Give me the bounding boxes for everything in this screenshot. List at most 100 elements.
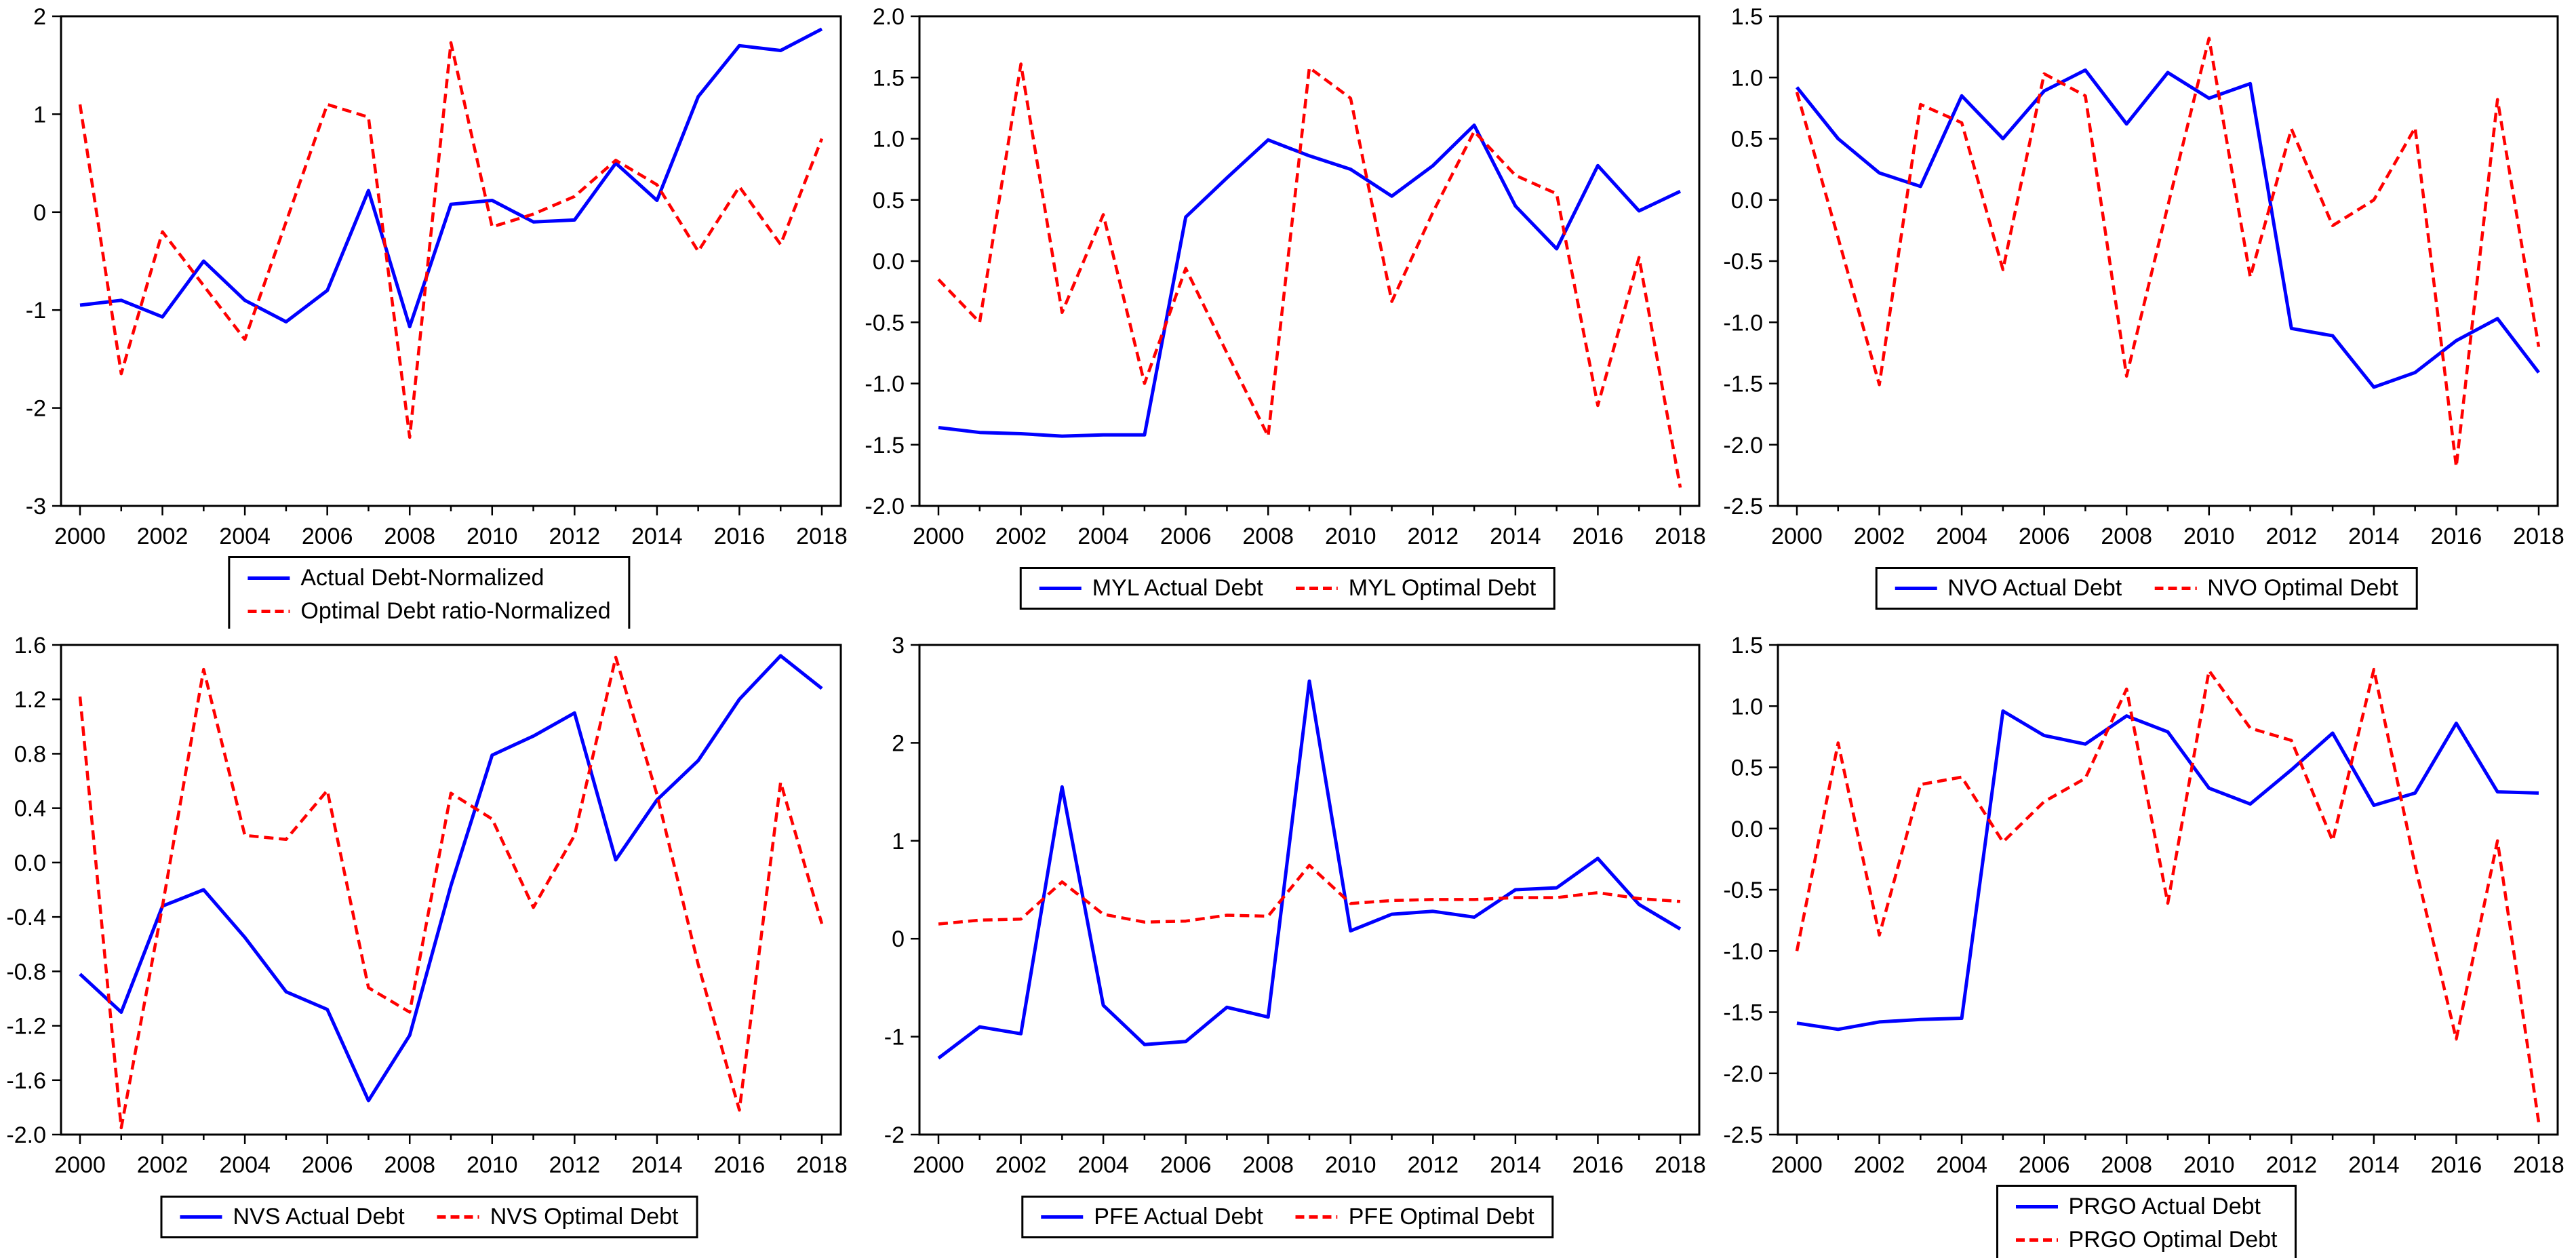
legend-item-actual: Actual Debt-Normalized	[247, 565, 544, 591]
legend-label: MYL Actual Debt	[1092, 575, 1263, 601]
y-tick-label: 1.0	[1731, 694, 1763, 720]
actual-line-swatch-icon	[1895, 587, 1937, 590]
y-tick-label: -2.5	[1723, 494, 1763, 519]
optimal-debt-line	[78, 41, 824, 439]
legend-label: PFE Optimal Debt	[1348, 1204, 1534, 1230]
legend-label: NVO Actual Debt	[1947, 575, 2122, 601]
y-tick-label: 0.8	[14, 741, 46, 767]
y-tick-label: -2.0	[1723, 433, 1763, 458]
x-tick-label: 2002	[1854, 524, 1905, 549]
y-tick-label: 2	[33, 4, 46, 30]
y-tick-label: 1.5	[873, 65, 905, 91]
x-tick-label: 2006	[1160, 524, 1212, 549]
x-tick-label: 2008	[1242, 1152, 1294, 1178]
legend-label: Actual Debt-Normalized	[300, 565, 544, 591]
x-tick-label: 2010	[1325, 524, 1376, 549]
y-tick-label: -0.5	[865, 310, 905, 336]
optimal-debt-line	[1795, 37, 2541, 469]
x-axis: 2000 2002 2004 2006 2008 2010 2012 2014 2016 2018	[1771, 506, 2564, 549]
y-tick-label: 1.6	[14, 633, 46, 659]
x-tick-label: 2010	[2183, 1152, 2235, 1178]
x-tick-label: 2002	[137, 524, 189, 549]
chart-panel-nvo: 1.5 1.0 0.5 0.0 -0.5 -1.0 -1.5 -2.0 -2.5 2000 2002…	[1717, 0, 2576, 629]
x-axis: 2000 2002 2004 2006 2008 2010 2012 2014 2016 2018	[913, 506, 1706, 549]
x-tick-label: 2004	[1936, 524, 1987, 549]
x-tick-label: 2000	[1771, 1152, 1823, 1178]
x-tick-label: 2012	[1408, 524, 1459, 549]
y-tick-label: -1	[884, 1025, 905, 1050]
legend-label: PFE Actual Debt	[1094, 1204, 1263, 1230]
plot-frame	[60, 15, 842, 507]
y-tick-label: 1	[33, 102, 46, 127]
x-tick-label: 2002	[995, 1152, 1047, 1178]
chart-panel-pfe: 3 2 1 0 -1 -2 2000 2002 2004 2006 2008 2010 2012 2014…	[858, 629, 1717, 1258]
legend-label: NVS Actual Debt	[233, 1204, 405, 1230]
x-tick-label: 2010	[1325, 1152, 1376, 1178]
y-tick-label: -2	[26, 396, 46, 422]
actual-line-swatch-icon	[247, 576, 290, 580]
y-axis: 1.5 1.0 0.5 0.0 -0.5 -1.0 -1.5 -2.0 -2.5	[1723, 4, 1778, 519]
y-tick-label: 1	[892, 829, 905, 854]
y-tick-label: -2.0	[1723, 1061, 1763, 1087]
chart-canvas-prgo: 1.5 1.0 0.5 0.0 -0.5 -1.0 -1.5 -2.0 -2.5 2000 2002…	[1723, 633, 2564, 1178]
optimal-line-swatch-icon	[437, 1215, 479, 1219]
chart-panel-prgo: 1.5 1.0 0.5 0.0 -0.5 -1.0 -1.5 -2.0 -2.5 2000 2002…	[1717, 629, 2576, 1258]
y-tick-label: 0.0	[14, 850, 46, 876]
y-tick-label: -0.5	[1723, 249, 1763, 275]
y-tick-label: -1.5	[1723, 1000, 1763, 1026]
x-tick-label: 2002	[995, 524, 1047, 549]
optimal-line-swatch-icon	[1295, 1215, 1338, 1219]
y-tick-label: 0.0	[1731, 817, 1763, 842]
x-axis: 2000 2002 2004 2006 2008 2010 2012 2014 2016 2018	[1771, 1135, 2564, 1178]
x-tick-label: 2016	[714, 524, 766, 549]
legend-item-optimal: PFE Optimal Debt	[1295, 1204, 1534, 1230]
legend-label: Optimal Debt ratio-Normalized	[300, 598, 611, 624]
optimal-line-swatch-icon	[1295, 587, 1338, 590]
y-tick-label: -2	[884, 1122, 905, 1148]
x-tick-label: 2006	[2019, 1152, 2070, 1178]
chart-canvas-nvo: 1.5 1.0 0.5 0.0 -0.5 -1.0 -1.5 -2.0 -2.5 2000 2002…	[1723, 4, 2564, 549]
actual-debt-line	[79, 27, 823, 329]
y-tick-label: 2	[892, 730, 905, 756]
x-tick-label: 2006	[302, 1152, 353, 1178]
legend-normalized: Actual Debt-Normalized Optimal Debt rati…	[228, 556, 631, 629]
y-tick-label: -2.5	[1723, 1122, 1763, 1148]
x-tick-label: 2000	[1771, 524, 1823, 549]
legend-label: MYL Optimal Debt	[1348, 575, 1537, 601]
y-axis: 3 2 1 0 -1 -2	[884, 633, 919, 1148]
y-axis: 2 1 0 -1 -2 -3	[26, 4, 61, 519]
actual-debt-line	[1796, 709, 2539, 1031]
y-tick-label: -1.2	[6, 1014, 46, 1040]
chart-panel-myl: 2.0 1.5 1.0 0.5 0.0 -0.5 -1.0 -1.5 -2.0 2000 2002 2…	[858, 0, 1717, 629]
x-tick-label: 2014	[2348, 524, 2400, 549]
x-tick-label: 2018	[2513, 524, 2564, 549]
y-tick-label: 0	[33, 200, 46, 226]
legend-label: PRGO Actual Debt	[2068, 1194, 2261, 1219]
y-tick-label: -1.6	[6, 1068, 46, 1094]
x-tick-label: 2014	[1490, 524, 1541, 549]
y-tick-label: 0.0	[1731, 188, 1763, 214]
x-tick-label: 2006	[2019, 524, 2070, 549]
y-tick-label: 0	[892, 926, 905, 952]
x-tick-label: 2018	[2513, 1152, 2564, 1178]
x-tick-label: 2012	[549, 524, 601, 549]
x-tick-label: 2012	[2266, 524, 2318, 549]
x-tick-label: 2008	[2101, 1152, 2152, 1178]
actual-line-swatch-icon	[1039, 587, 1082, 590]
x-axis: 2000 2002 2004 2006 2008 2010 2012 2014 2016 2018	[54, 1135, 848, 1178]
x-tick-label: 2016	[2431, 524, 2482, 549]
legend-item-actual: NVS Actual Debt	[180, 1204, 405, 1230]
x-tick-label: 2014	[631, 1152, 683, 1178]
y-tick-label: 0.5	[873, 188, 905, 214]
legend-item-actual: PFE Actual Debt	[1041, 1204, 1263, 1230]
x-tick-label: 2018	[796, 1152, 848, 1178]
x-tick-label: 2016	[1572, 524, 1624, 549]
chart-panel-normalized: 2 1 0 -1 -2 -3 2000 2002 2004 2006 2008 2010 2012 201…	[0, 0, 858, 629]
plot-frame	[918, 644, 1701, 1136]
y-tick-label: -1.5	[865, 433, 905, 458]
x-tick-label: 2010	[467, 524, 518, 549]
y-tick-label: -3	[26, 494, 46, 519]
chart-canvas-normalized: 2 1 0 -1 -2 -3 2000 2002 2004 2006 2008 2010 2012 201…	[26, 4, 848, 549]
legend-label: PRGO Optimal Debt	[2068, 1227, 2278, 1253]
